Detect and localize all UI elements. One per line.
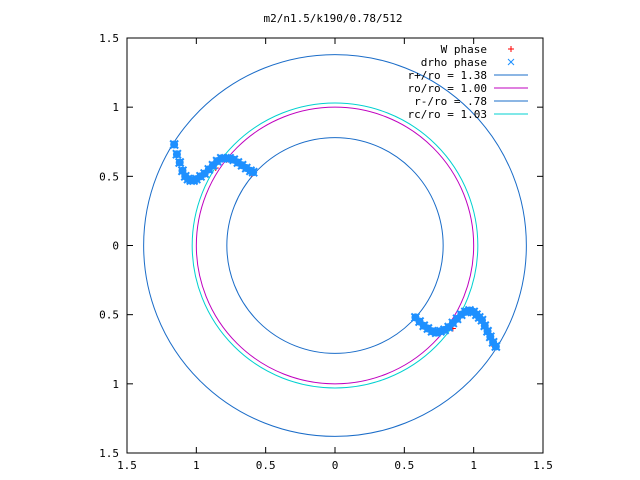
drho-phase-point [174,157,185,168]
x-tick-label: 1 [470,459,477,472]
x-tick-label: 1 [193,459,200,472]
chart-title: m2/n1.5/k190/0.78/512 [263,12,402,25]
circle-series-4 [226,137,444,354]
y-tick-label: 1 [112,101,119,114]
y-tick-label: 0.5 [99,170,119,183]
legend-label: r+/ro = 1.38 [408,69,487,82]
drho-phase-point [491,341,501,352]
y-tick-label: 1.5 [99,32,119,45]
legend-plus-marker [508,46,514,52]
circle-series-3 [195,106,475,385]
y-tick-label: 1.5 [99,447,119,460]
circle-series-2 [143,54,527,437]
x-tick-label: 0.5 [394,459,414,472]
y-tick-label: 1 [112,378,119,391]
legend-label: ro/ro = 1.00 [408,82,487,95]
drho-phase-point [172,149,182,159]
axis-ticks: 1.5 1 0.5 0 0.5 1 1.51.510.500.511.5 [99,32,553,472]
circle-series-5 [191,102,479,389]
drho-phase-point [248,167,258,177]
legend-label: W phase [441,43,487,56]
drho-phase-point [169,139,179,150]
y-tick-label: 0.5 [99,309,119,322]
legend-x-marker [507,58,515,66]
legend-label: r-/ro = .78 [414,95,487,108]
phase-points [169,139,501,352]
x-tick-label: 0 [332,459,339,472]
x-tick-label: 1.5 [117,459,137,472]
drho-phase-point [485,332,496,342]
legend-label: drho phase [421,56,487,69]
reference-circles [143,54,527,437]
x-tick-label: 0.5 [256,459,276,472]
y-tick-label: 0 [112,240,119,253]
x-tick-label: 1.5 [533,459,553,472]
legend-label: rc/ro = 1.03 [408,108,487,121]
